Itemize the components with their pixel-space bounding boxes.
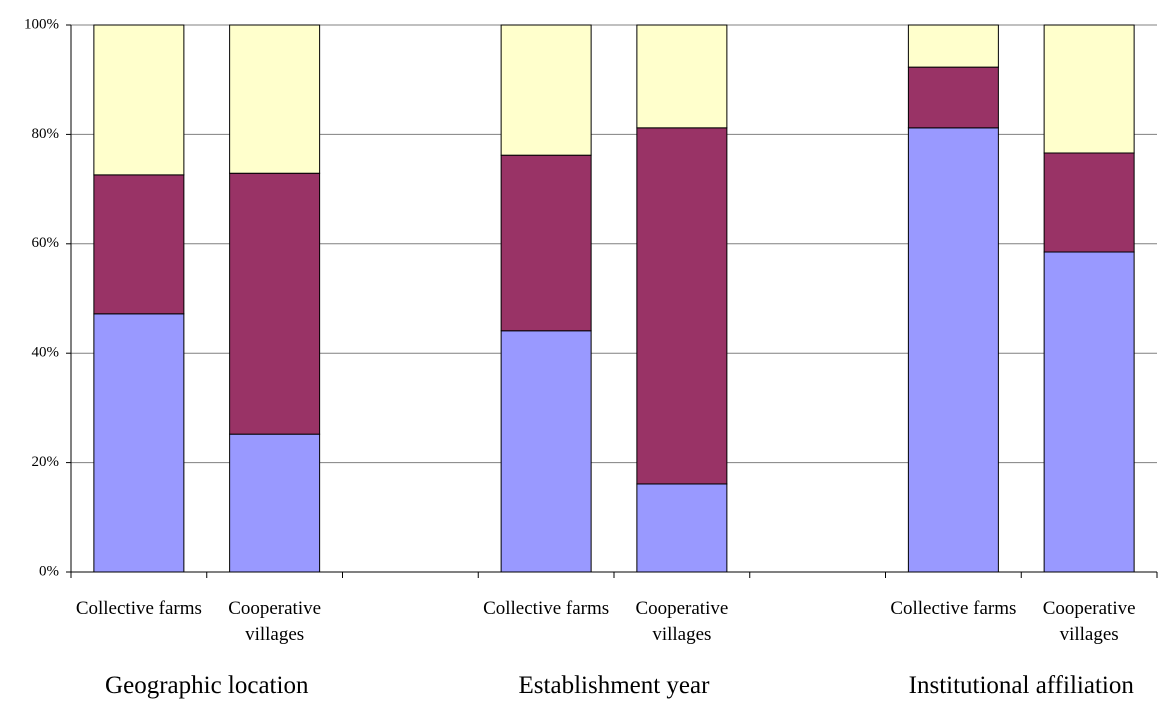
bar-segment: [93, 313, 185, 573]
y-tick-label: 60%: [32, 235, 60, 251]
group-label: Establishment year: [518, 672, 710, 699]
bar-segment: [1043, 152, 1135, 253]
bar-segment: [1043, 24, 1135, 154]
y-tick-label: 40%: [32, 345, 60, 361]
bar-segment: [229, 172, 321, 435]
bar-segment: [229, 24, 321, 174]
y-tick-label: 0%: [39, 563, 59, 579]
y-tick-label: 20%: [32, 454, 60, 470]
bar-segment: [636, 127, 728, 485]
y-tick-label: 100%: [24, 16, 59, 32]
bar-segment: [229, 433, 321, 573]
bar-segment: [500, 24, 592, 156]
x-tick-label: Cooperative villages: [228, 598, 322, 645]
bar-segment: [1043, 251, 1135, 573]
x-tick-label: Collective farms: [75, 598, 202, 619]
bar-segment: [93, 174, 185, 315]
bar-segment: [907, 66, 999, 129]
bar-segment: [93, 24, 185, 176]
y-tick-label: 80%: [32, 126, 60, 142]
bar-segment: [907, 24, 999, 68]
x-tick-label: Cooperative villages: [635, 598, 729, 645]
group-label: Geographic location: [105, 672, 309, 699]
bar-segment: [636, 24, 728, 129]
bar-segment: [636, 483, 728, 573]
bar-segment: [500, 154, 592, 332]
x-tick-label: Collective farms: [483, 598, 610, 619]
x-tick-label: Cooperative villages: [1042, 598, 1136, 645]
x-tick-label: Collective farms: [890, 598, 1017, 619]
group-label: Institutional affiliation: [908, 672, 1134, 699]
bar-segment: [907, 127, 999, 573]
bar-segment: [500, 330, 592, 573]
